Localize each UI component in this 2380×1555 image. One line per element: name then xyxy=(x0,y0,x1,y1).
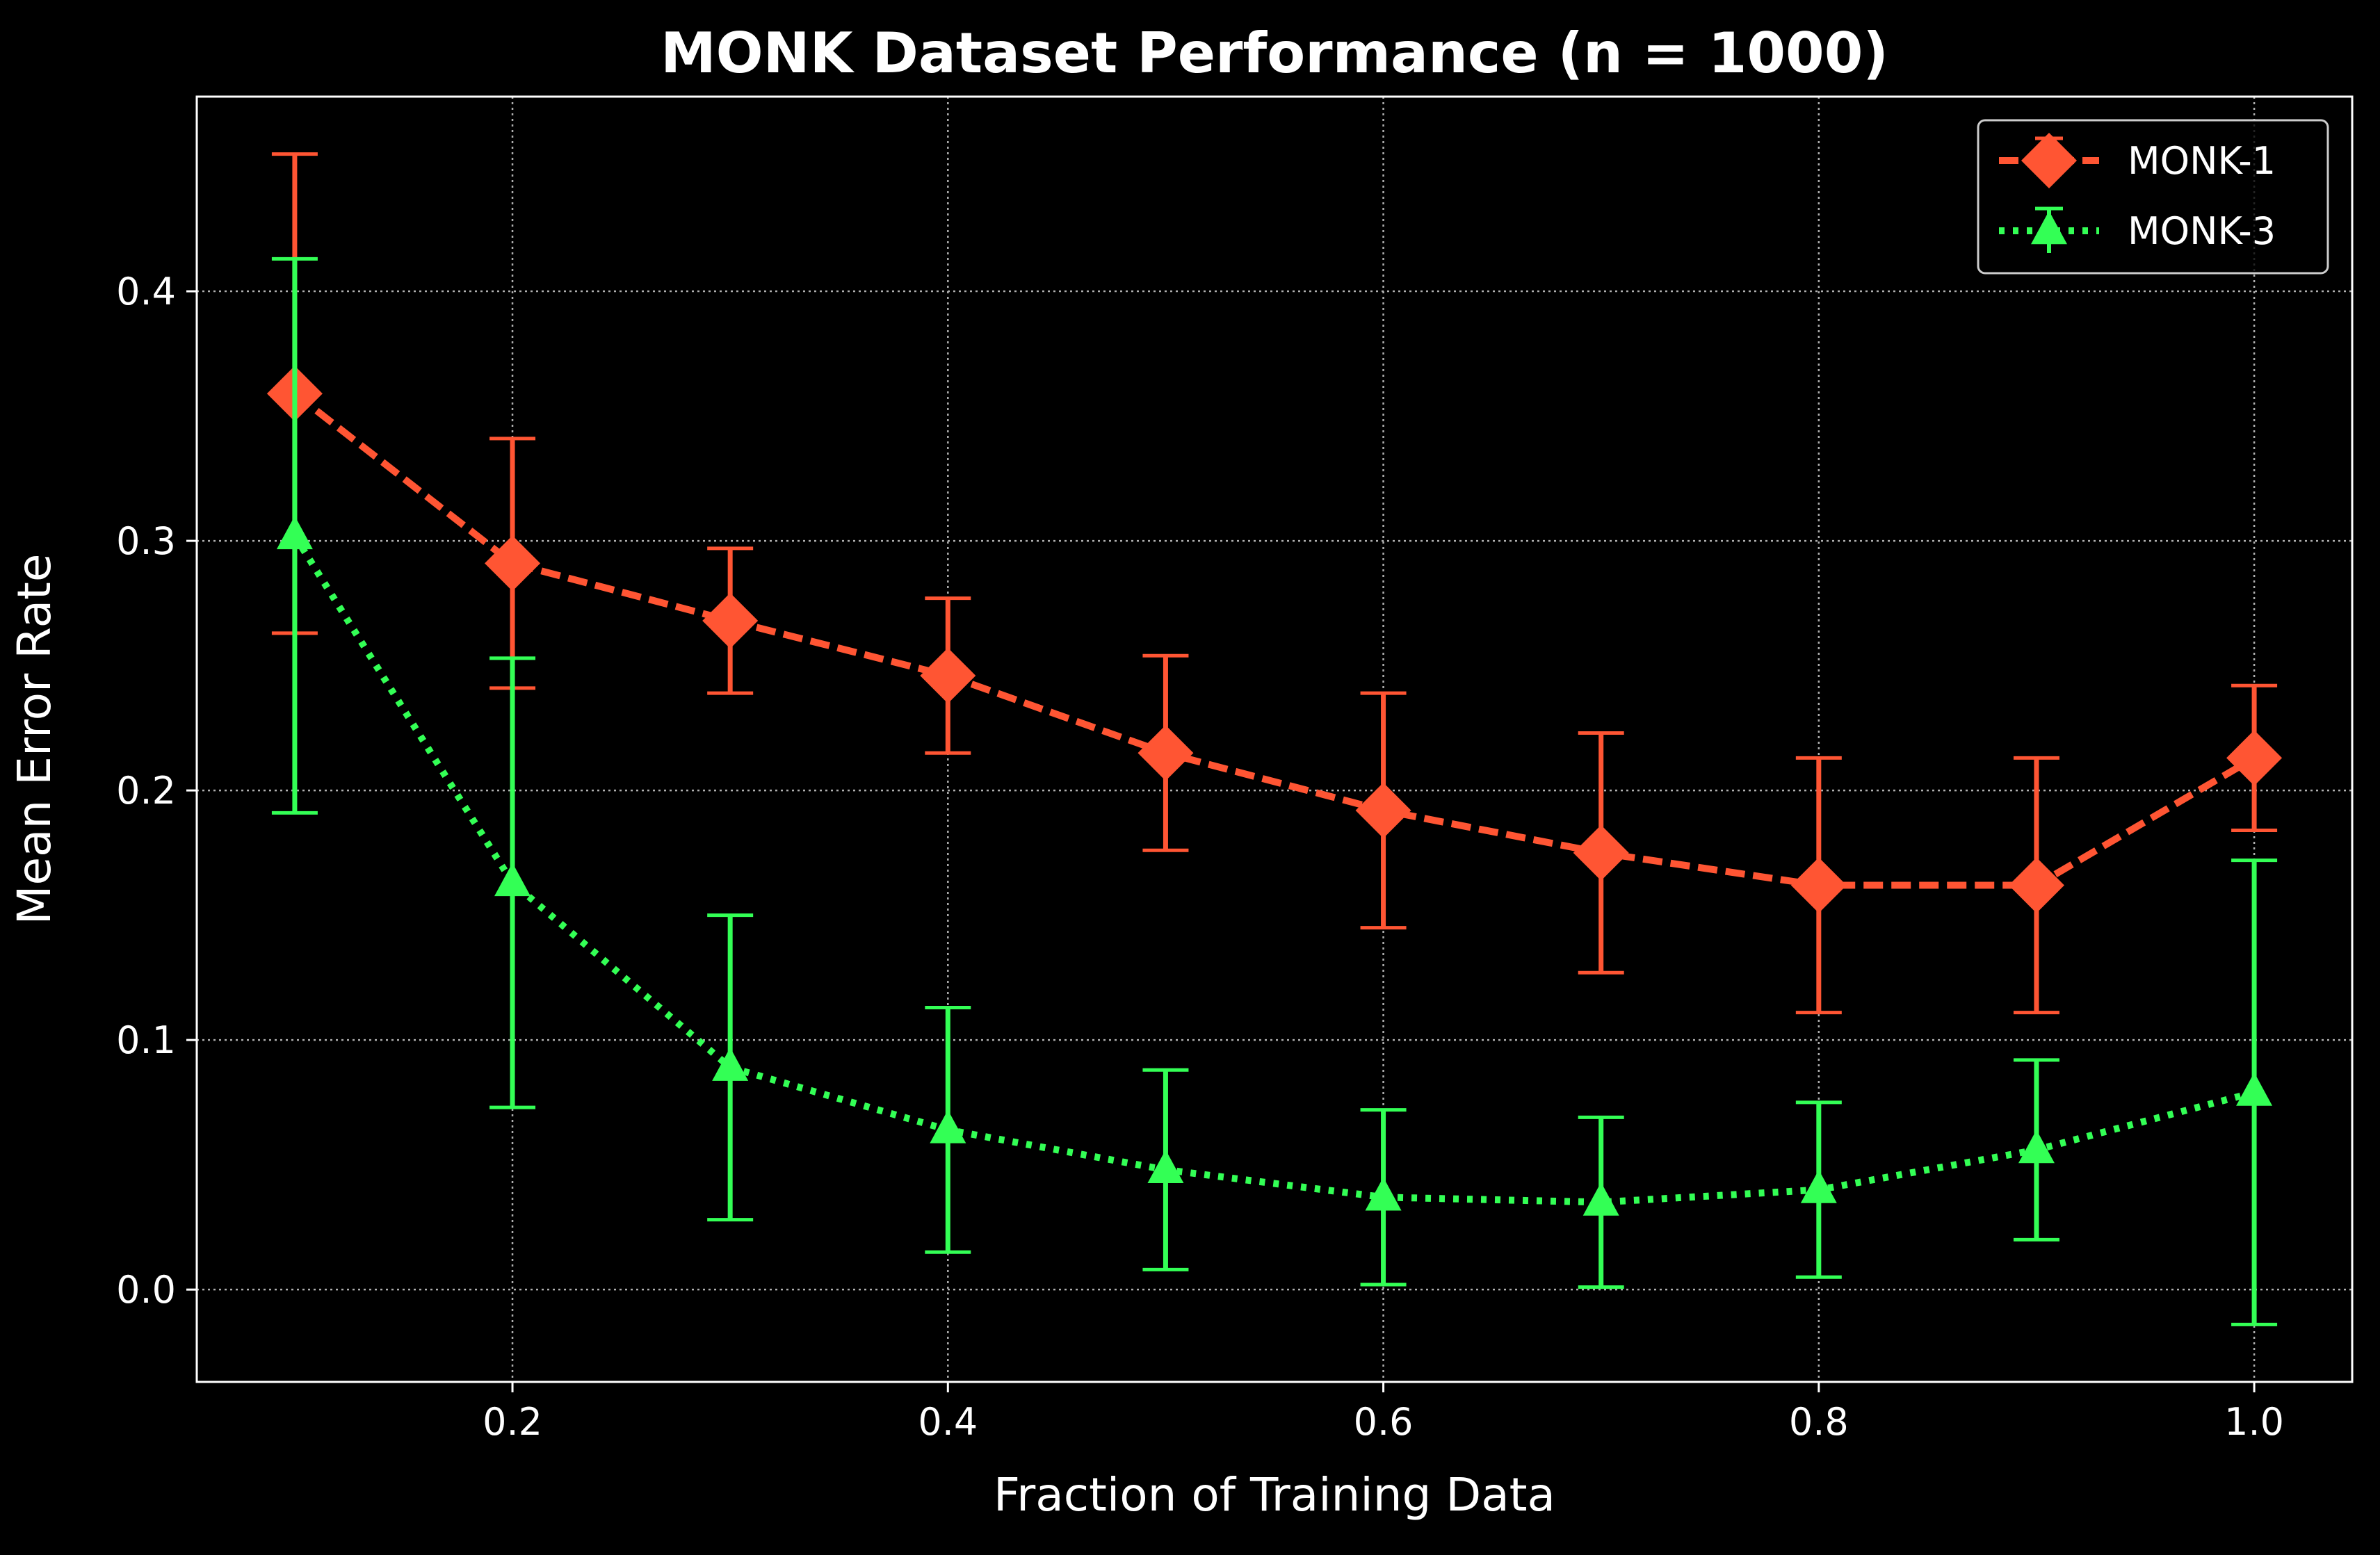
data-point-monk-3 xyxy=(1147,1150,1184,1184)
series-line-monk-3 xyxy=(291,534,2256,1206)
data-point-monk-3 xyxy=(2018,1130,2055,1164)
data-point-monk-1 xyxy=(702,592,759,649)
data-point-monk-3 xyxy=(1582,1182,1619,1216)
data-point-monk-3 xyxy=(1365,1177,1402,1211)
data-point-monk-3 xyxy=(930,1109,966,1143)
series-monk-1 xyxy=(266,152,2283,1015)
series-layer xyxy=(266,152,2283,1326)
legend-marker-monk-3 xyxy=(2031,211,2067,245)
data-point-monk-3 xyxy=(712,1047,749,1081)
y-tick-label: 0.0 xyxy=(116,1268,176,1312)
x-tick-label: 0.4 xyxy=(918,1400,978,1444)
data-point-monk-1 xyxy=(920,647,976,703)
data-point-monk-3 xyxy=(494,863,531,897)
data-point-monk-1 xyxy=(1573,824,1629,881)
legend-label-monk-3: MONK-3 xyxy=(2128,209,2276,253)
data-point-monk-1 xyxy=(1138,725,1194,781)
legend-label-monk-1: MONK-1 xyxy=(2128,139,2276,183)
data-point-monk-3 xyxy=(276,516,313,550)
x-tick-label: 0.6 xyxy=(1354,1400,1414,1444)
data-point-monk-3 xyxy=(1800,1169,1837,1203)
chart-title: MONK Dataset Performance (n = 1000) xyxy=(661,21,1888,86)
data-point-monk-1 xyxy=(2008,857,2064,913)
legend: MONK-1 MONK-3 xyxy=(1977,119,2329,275)
x-tick-label: 0.8 xyxy=(1789,1400,1849,1444)
x-tick-label: 1.0 xyxy=(2224,1400,2284,1444)
data-point-monk-3 xyxy=(2236,1072,2273,1106)
y-tick-label: 0.4 xyxy=(116,270,176,314)
legend-marker-monk-1 xyxy=(2021,133,2077,188)
data-point-monk-1 xyxy=(1355,782,1411,838)
series-monk-3 xyxy=(271,257,2278,1326)
plot-frame xyxy=(195,95,2354,1383)
y-tick-label: 0.3 xyxy=(116,519,176,563)
x-tick-label: 0.2 xyxy=(483,1400,542,1444)
data-point-monk-1 xyxy=(485,535,541,592)
data-point-monk-1 xyxy=(1790,857,1847,913)
data-point-monk-1 xyxy=(2226,730,2283,786)
series-line-monk-1 xyxy=(292,391,2256,889)
y-tick-label: 0.1 xyxy=(116,1018,176,1062)
tick-layer: 0.2 0.4 0.6 0.8 1.0 0.0 0.1 0.2 0.3 0.4 xyxy=(116,270,2284,1444)
y-axis-label: Mean Error Rate xyxy=(8,554,61,925)
x-axis-label: Fraction of Training Data xyxy=(994,1468,1555,1522)
y-tick-label: 0.2 xyxy=(116,769,176,813)
